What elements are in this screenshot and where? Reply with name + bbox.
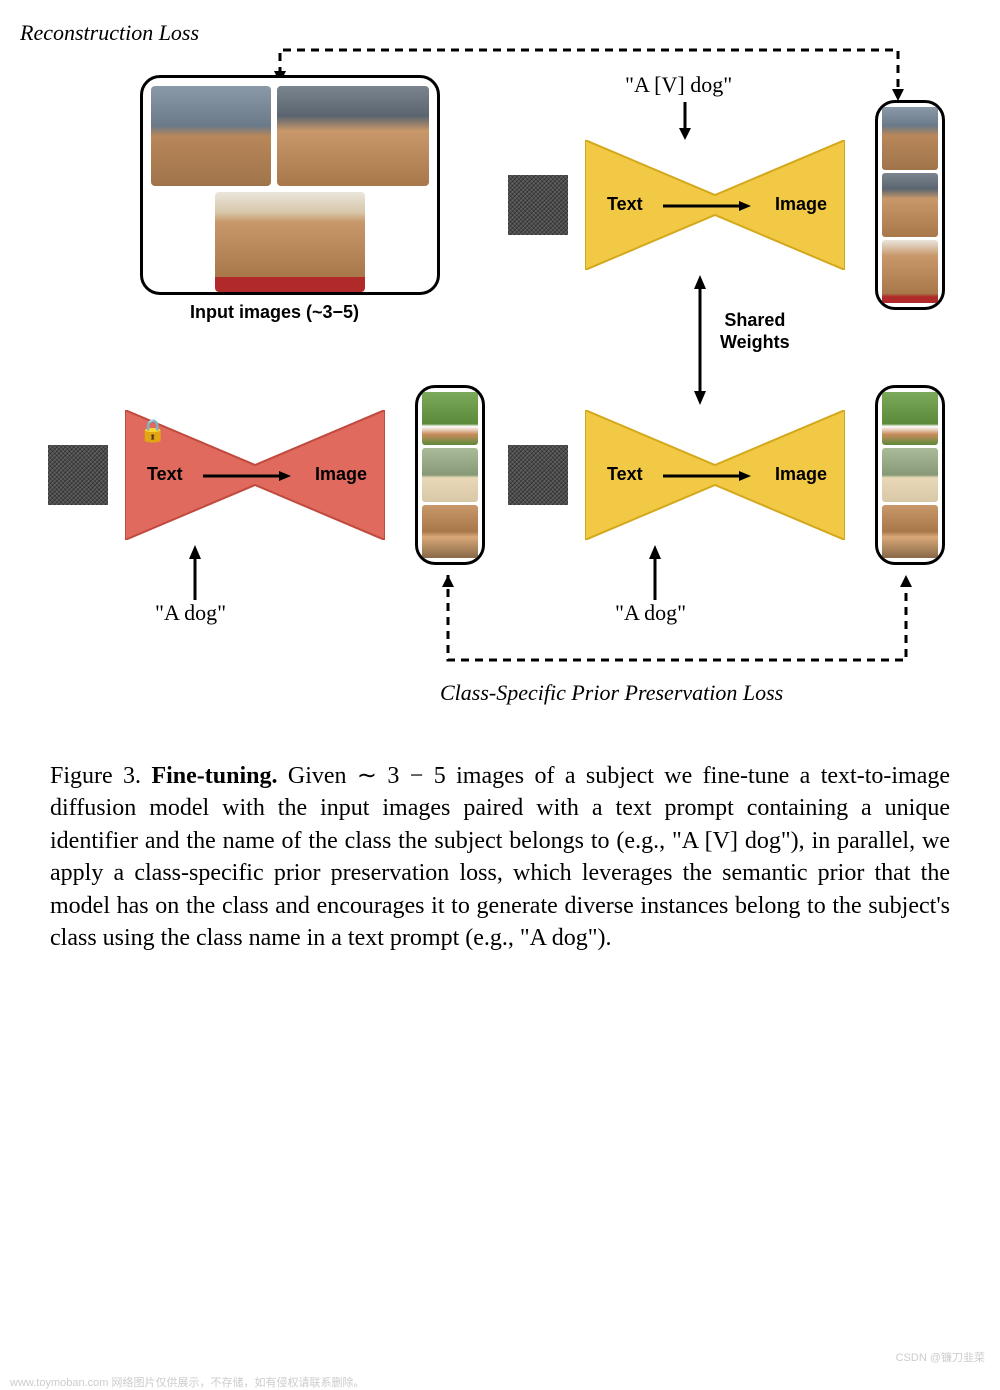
- output-image: [882, 392, 938, 445]
- prompt-v-dog: "A [V] dog": [625, 72, 732, 98]
- caption-body: Given ∼ 3 − 5 images of a subject we fin…: [50, 763, 950, 951]
- class-loss-label: Class-Specific Prior Preservation Loss: [440, 680, 783, 706]
- bowtie-frozen: 🔒 Text Image: [125, 410, 385, 540]
- bow-arrow-icon: [663, 198, 753, 214]
- output-box-prior: [875, 385, 945, 565]
- bow-arrow-icon: [203, 468, 293, 484]
- shared-weights-label: Shared Weights: [720, 310, 790, 353]
- bow-image-label: Image: [775, 194, 827, 215]
- bow-arrow-icon: [663, 468, 753, 484]
- output-box-reconstruction: [875, 100, 945, 310]
- watermark-right: CSDN @镰刀韭菜: [896, 1349, 985, 1365]
- figure-caption: Figure 3. Fine-tuning. Given ∼ 3 − 5 ima…: [20, 760, 980, 954]
- input-images-box: [140, 75, 440, 295]
- output-image: [882, 240, 938, 303]
- bow-text-label: Text: [607, 194, 643, 215]
- output-box-frozen: [415, 385, 485, 565]
- shared-weights-arrow: [690, 275, 710, 405]
- noise-block-right: [508, 445, 568, 505]
- output-image: [422, 505, 478, 558]
- figure-number: Figure 3.: [50, 763, 141, 789]
- noise-block-top: [508, 175, 568, 235]
- bow-text-label: Text: [607, 464, 643, 485]
- bow-image-label: Image: [775, 464, 827, 485]
- input-images-label: Input images (~3−5): [190, 302, 359, 323]
- input-image-2: [277, 86, 429, 186]
- bow-text-label: Text: [147, 464, 183, 485]
- prompt-a-dog-left: "A dog": [155, 600, 226, 626]
- lock-icon: 🔒: [139, 418, 166, 444]
- figure-diagram: Reconstruction Loss Input images (~3−5) …: [20, 20, 980, 740]
- prompt-top-arrow: [675, 102, 695, 142]
- output-image: [882, 173, 938, 236]
- output-image: [882, 448, 938, 501]
- bowtie-top-tunable: Text Image: [585, 140, 845, 270]
- bow-image-label: Image: [315, 464, 367, 485]
- noise-block-left: [48, 445, 108, 505]
- bowtie-bottom-tunable: Text Image: [585, 410, 845, 540]
- class-loss-arrow: [448, 575, 913, 675]
- input-image-1: [151, 86, 271, 186]
- output-image: [422, 392, 478, 445]
- output-image: [882, 107, 938, 170]
- output-image: [422, 448, 478, 501]
- input-image-3: [215, 192, 365, 292]
- prompt-left-arrow: [185, 545, 205, 600]
- watermark-left: www.toymoban.com 网络图片仅供展示，不存储，如有侵权请联系删除。: [10, 1374, 364, 1390]
- reconstruction-loss-label: Reconstruction Loss: [20, 20, 980, 46]
- figure-title: Fine-tuning.: [151, 763, 277, 789]
- output-image: [882, 505, 938, 558]
